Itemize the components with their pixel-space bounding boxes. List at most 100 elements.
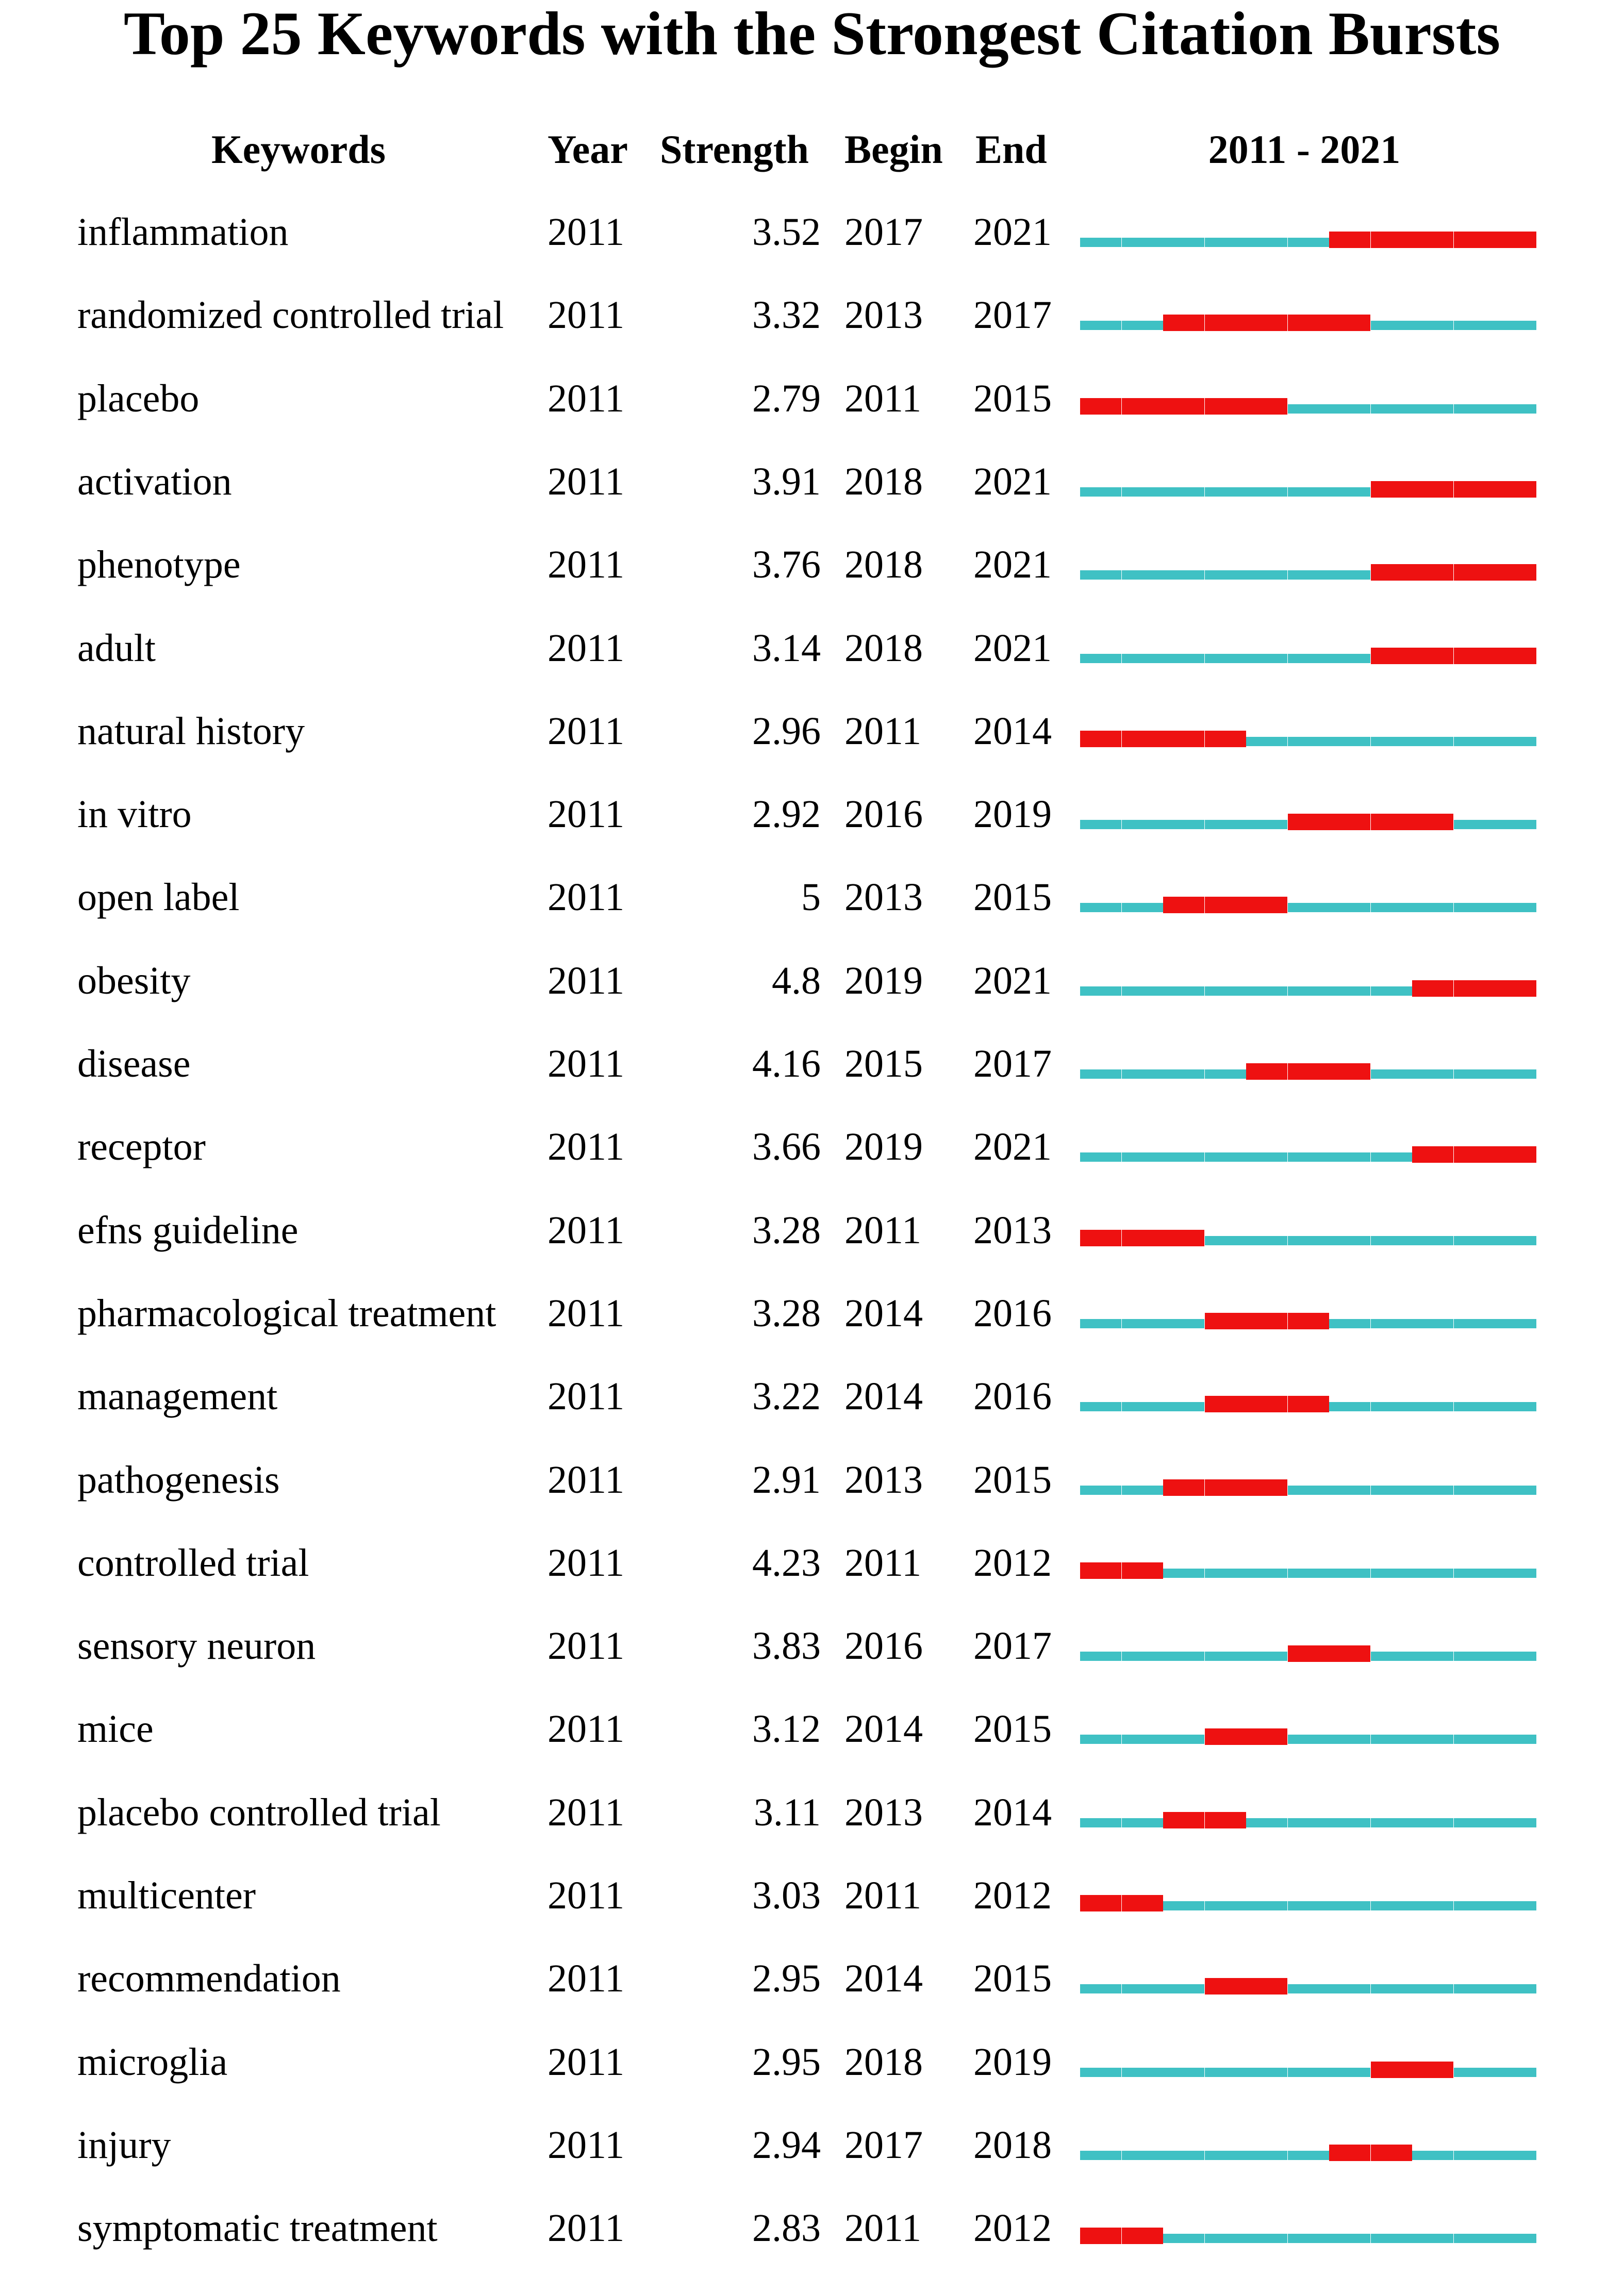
cell-keyword: obesity [77,959,191,1002]
cell-end: 2021 [973,543,1052,587]
timeline-year-segment [1453,1901,1495,1910]
cell-keyword: activation [77,459,232,503]
timeline-year-segment [1453,1984,1495,1994]
cell-end: 2015 [973,1957,1052,2001]
timeline-year-segment [1495,1235,1536,1245]
timeline-year-segment [1163,570,1204,580]
cell-end: 2021 [973,626,1052,670]
cell-end: 2021 [973,210,1052,254]
cell-keyword: pharmacological treatment [77,1291,496,1335]
timeline-year-segment [1370,404,1412,414]
timeline-year-segment [1453,2067,1495,2077]
table-row: activation 2011 3.91 2018 2021 [0,458,1624,541]
cell-strength: 3.83 [752,1624,821,1668]
burst-year-segment [1453,980,1495,997]
cell-keyword: randomized controlled trial [77,293,504,337]
cell-end: 2015 [973,376,1052,420]
cell-strength: 4.16 [752,1042,821,1085]
cell-year: 2011 [548,1541,625,1585]
column-header-begin: Begin [844,127,943,172]
timeline-year-segment [1121,487,1163,497]
cell-keyword: recommendation [77,1957,341,2001]
timeline-year-segment [1412,404,1453,414]
timeline-year-segment [1121,570,1163,580]
burst-timeline [1080,1623,1539,1669]
burst-year-segment [1204,315,1246,332]
cell-begin: 2015 [844,1042,923,1085]
cell-keyword: adult [77,626,156,670]
timeline-year-segment [1121,2150,1163,2160]
cell-end: 2017 [973,1042,1052,1085]
burst-year-segment [1204,1312,1246,1329]
burst-year-segment [1453,647,1495,664]
timeline-year-segment [1204,820,1246,830]
timeline-year-segment [1453,1402,1495,1412]
table-row: randomized controlled trial 2011 3.32 2013 2… [0,292,1624,375]
timeline-year-segment [1287,1984,1329,1994]
burst-year-segment [1495,647,1536,664]
timeline-year-segment [1370,2234,1412,2244]
cell-end: 2019 [973,793,1052,836]
burst-year-segment [1329,1645,1370,1662]
timeline-year-segment [1080,2067,1121,2077]
cell-year: 2011 [548,1042,625,1085]
timeline-year-segment [1287,2234,1329,2244]
cell-end: 2012 [973,1541,1052,1585]
burst-year-segment [1246,1479,1287,1496]
timeline-year-segment [1412,1485,1453,1495]
timeline-year-segment [1412,1235,1453,1245]
timeline-year-segment [1453,321,1495,331]
timeline-year-segment [1412,736,1453,746]
burst-year-segment [1121,1229,1163,1246]
burst-year-segment [1453,564,1495,581]
timeline-year-segment [1080,487,1121,497]
cell-year: 2011 [548,1790,625,1834]
timeline-year-segment [1495,1901,1536,1910]
timeline-year-segment [1204,986,1246,996]
table-row: mice 2011 3.12 2014 2015 [0,1706,1624,1789]
burst-year-segment [1412,1146,1453,1163]
timeline-year-segment [1080,1402,1121,1412]
cell-begin: 2013 [844,1458,923,1502]
table-row: controlled trial 2011 4.23 2011 2012 [0,1540,1624,1623]
timeline-year-segment [1080,1818,1121,1827]
burst-year-segment [1287,1063,1329,1080]
timeline-year-segment [1204,1069,1246,1079]
timeline-year-segment [1453,2234,1495,2244]
burst-timeline [1080,1706,1539,1752]
timeline-year-segment [1412,321,1453,331]
cell-strength: 2.95 [752,2040,821,2084]
timeline-year-segment [1246,736,1287,746]
cell-end: 2015 [973,1707,1052,1751]
burst-year-segment [1080,1229,1121,1246]
timeline-year-segment [1080,1735,1121,1744]
table-row: sensory neuron 2011 3.83 2016 2017 [0,1623,1624,1706]
cell-year: 2011 [548,1458,625,1502]
timeline-year-segment [1121,238,1163,247]
burst-year-segment [1412,232,1453,248]
burst-timeline [1080,874,1539,920]
burst-year-segment [1080,1895,1121,1911]
timeline-year-segment [1370,1152,1412,1162]
burst-timeline [1080,458,1539,505]
timeline-year-segment [1329,1318,1370,1328]
timeline-year-segment [1329,903,1370,913]
timeline-year-segment [1453,1652,1495,1661]
cell-year: 2011 [548,2123,625,2167]
burst-year-segment [1246,1728,1287,1745]
timeline-year-segment [1246,820,1287,830]
timeline-year-segment [1329,736,1370,746]
timeline-year-segment [1370,1485,1412,1495]
cell-begin: 2011 [844,1874,922,1917]
timeline-year-segment [1453,1818,1495,1827]
burst-year-segment [1246,398,1287,415]
cell-year: 2011 [548,459,625,503]
timeline-year-segment [1163,238,1204,247]
burst-year-segment [1495,564,1536,581]
timeline-year-segment [1495,2234,1536,2244]
cell-strength: 4.23 [752,1541,821,1585]
cell-year: 2011 [548,1957,625,2001]
cell-begin: 2014 [844,1957,923,2001]
cell-keyword: disease [77,1042,191,1085]
timeline-year-segment [1287,903,1329,913]
